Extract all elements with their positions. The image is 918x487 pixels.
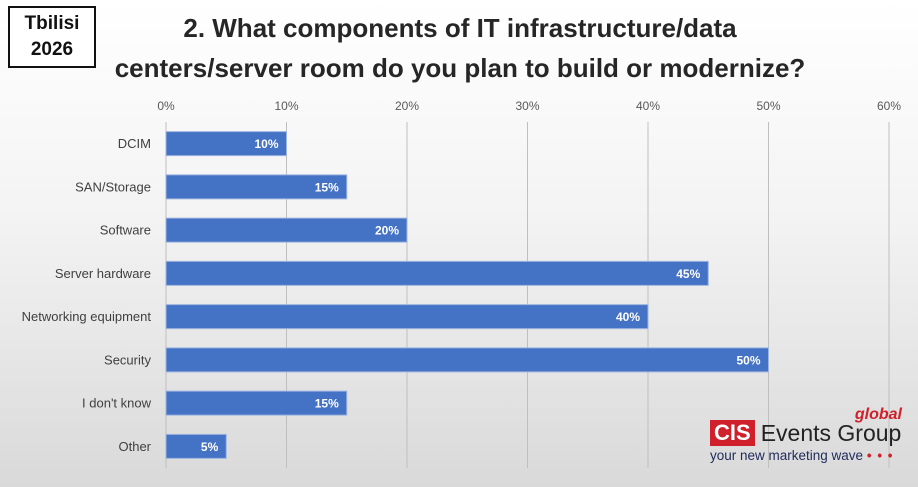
category-labels: DCIM SAN/Storage Software Server hardware Ne…	[22, 136, 152, 454]
logo-dots: • • •	[866, 448, 894, 463]
data-label: 40%	[616, 310, 640, 324]
x-tick-label: 30%	[515, 99, 539, 113]
bars	[165, 131, 769, 459]
category-label: I don't know	[82, 396, 152, 411]
category-label: Software	[100, 223, 151, 238]
category-label: Server hardware	[55, 266, 151, 281]
data-label: 15%	[315, 180, 339, 194]
bar	[165, 174, 348, 200]
city-year-box: Tbilisi 2026	[8, 6, 96, 68]
logo-global-text: global	[854, 406, 902, 423]
bar	[165, 217, 408, 243]
chart-title: 2. What components of IT infrastructure/…	[100, 8, 820, 88]
cis-events-group-logo: global CIS Events Group your new marketi…	[710, 406, 910, 466]
bar	[165, 260, 709, 286]
year-label: 2026	[30, 39, 74, 60]
chart-title-line-1: 2. What components of IT infrastructure/…	[183, 13, 737, 43]
category-label: SAN/Storage	[75, 179, 151, 194]
logo-events-text: Events Group	[760, 420, 902, 446]
data-label: 5%	[201, 440, 219, 454]
logo-row: CIS Events Group	[710, 420, 901, 446]
category-label: Other	[118, 439, 151, 454]
x-axis-ticks: 0% 10% 20% 30% 40% 50% 60%	[157, 99, 901, 113]
data-label: 50%	[736, 353, 760, 367]
bar	[165, 131, 287, 157]
logo-cis-mark: CIS	[710, 420, 755, 446]
bar	[165, 390, 348, 416]
chart-title-line-2: centers/server room do you plan to build…	[114, 53, 806, 83]
data-label: 20%	[375, 224, 399, 238]
x-tick-label: 50%	[756, 99, 780, 113]
data-labels: 10% 15% 20% 45% 40% 50% 15% 5%	[201, 137, 761, 454]
bar	[165, 433, 227, 459]
data-label: 15%	[315, 397, 339, 411]
bar	[165, 304, 649, 330]
logo-tagline-text: your new marketing wave	[710, 448, 864, 463]
x-tick-label: 20%	[395, 99, 419, 113]
category-label: DCIM	[118, 136, 151, 151]
x-tick-label: 10%	[274, 99, 298, 113]
logo-tagline: your new marketing wave • • •	[710, 448, 894, 463]
category-label: Security	[104, 352, 151, 367]
data-label: 45%	[676, 267, 700, 281]
data-label: 10%	[254, 137, 278, 151]
category-label: Networking equipment	[22, 309, 152, 324]
city-label: Tbilisi	[24, 13, 80, 34]
bar	[165, 347, 769, 373]
x-tick-label: 60%	[877, 99, 901, 113]
x-tick-label: 40%	[636, 99, 660, 113]
x-tick-label: 0%	[157, 99, 175, 113]
